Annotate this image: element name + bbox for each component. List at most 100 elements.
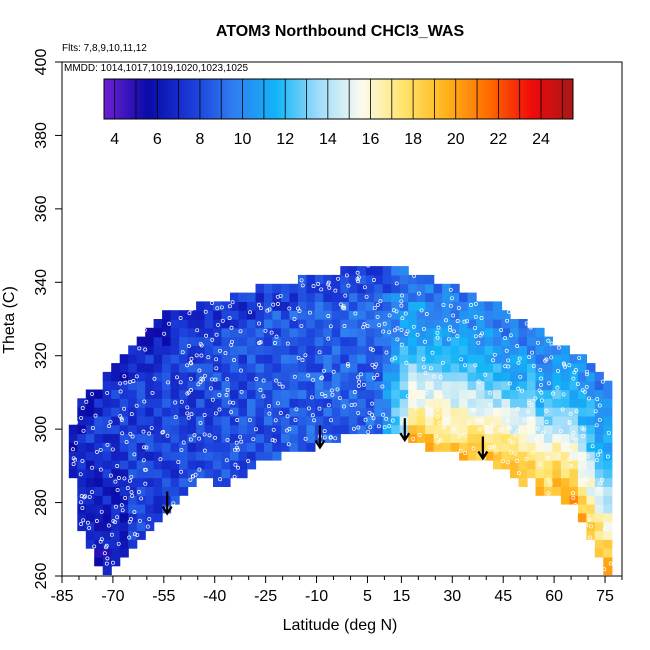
heat-cell (365, 407, 375, 417)
heat-cell (179, 389, 189, 399)
observation-point (508, 333, 513, 338)
heat-cell (594, 415, 604, 426)
observation-point (479, 419, 484, 424)
observation-point (351, 426, 356, 431)
colorbar-segment (217, 79, 222, 119)
heat-cell (289, 301, 299, 311)
heat-cell (204, 407, 214, 417)
heat-cell (382, 319, 392, 329)
dates-note: MMDD: 1014,1017,1019,1020,1023,1025 (64, 63, 248, 74)
heat-cell (594, 530, 604, 540)
observation-point (194, 353, 199, 358)
heat-cell (535, 345, 545, 355)
heat-cell (365, 292, 375, 302)
heat-cell (111, 363, 121, 373)
heat-cell (603, 504, 613, 514)
heat-cell (238, 424, 248, 435)
observation-point (370, 347, 375, 352)
heat-cell (577, 380, 587, 391)
heat-cell (136, 504, 146, 514)
heat-cell (543, 415, 553, 426)
observation-point (84, 399, 89, 404)
heat-cell (374, 327, 384, 338)
observation-point (202, 448, 207, 453)
observation-point (531, 363, 536, 368)
observation-point (387, 424, 392, 429)
heat-cell (170, 354, 180, 364)
heat-cell (94, 460, 104, 470)
heat-cell (196, 354, 206, 364)
heat-cell (518, 424, 528, 435)
heat-cell (272, 389, 282, 399)
observation-point (507, 426, 512, 431)
heat-cell (603, 415, 613, 426)
heat-cell (119, 424, 129, 435)
heat-cell (535, 336, 545, 346)
observation-point (372, 278, 376, 282)
heat-cell (221, 477, 231, 487)
heat-cell (603, 451, 613, 461)
heat-cell (594, 468, 604, 479)
heat-cell (187, 327, 197, 338)
heat-cell (314, 354, 324, 364)
heat-cell (543, 336, 553, 346)
observation-point (372, 365, 377, 370)
heat-cell (357, 424, 367, 435)
heat-cell (382, 345, 392, 355)
heat-cell (348, 327, 358, 338)
heat-cell (272, 319, 282, 329)
observation-point (149, 426, 154, 431)
heat-cell (552, 424, 562, 435)
observation-point (596, 486, 601, 491)
heat-cell (340, 380, 350, 391)
heat-cell (484, 319, 494, 329)
x-tick-label: 30 (443, 588, 461, 605)
observation-point (175, 375, 179, 380)
colorbar-segment (294, 79, 299, 119)
heat-cell (153, 380, 163, 391)
observation-point (275, 294, 280, 299)
observation-point (365, 323, 370, 328)
heat-cell (94, 504, 104, 514)
heat-cell (94, 424, 104, 435)
observation-point (602, 567, 607, 572)
heat-cell (263, 442, 273, 452)
observation-point (378, 299, 383, 304)
heat-cell (247, 389, 257, 399)
heat-cell (272, 433, 282, 443)
heat-cell (145, 442, 155, 452)
observation-point (292, 374, 297, 379)
heat-cell (196, 451, 206, 461)
observation-point (80, 506, 85, 510)
heat-cell (543, 363, 553, 373)
heat-cell (255, 451, 265, 461)
heat-cell (518, 389, 528, 399)
observation-point (478, 333, 483, 338)
heat-cell (68, 468, 78, 479)
observation-point (394, 309, 399, 314)
heat-cell (459, 310, 469, 320)
observation-point (377, 323, 382, 328)
observation-point (527, 355, 532, 359)
heat-cell (204, 336, 214, 346)
heat-cell (442, 389, 452, 399)
colorbar-segment (248, 79, 252, 119)
heat-cell (170, 345, 180, 355)
observation-point (258, 306, 263, 310)
heat-cell (297, 319, 307, 329)
observation-point (367, 410, 372, 415)
heat-cell (374, 266, 384, 276)
heat-cell (459, 407, 469, 417)
observation-point (316, 282, 321, 286)
heat-cell (238, 354, 248, 364)
heat-cell (365, 389, 375, 399)
heat-cell (145, 521, 155, 532)
heat-cell (425, 292, 435, 302)
observation-point (602, 526, 607, 531)
heat-cell (111, 556, 121, 567)
heat-cell (501, 310, 511, 320)
heat-cell (263, 336, 273, 346)
observation-point (585, 369, 590, 374)
heat-cell (77, 477, 87, 487)
heat-cell (374, 310, 384, 320)
